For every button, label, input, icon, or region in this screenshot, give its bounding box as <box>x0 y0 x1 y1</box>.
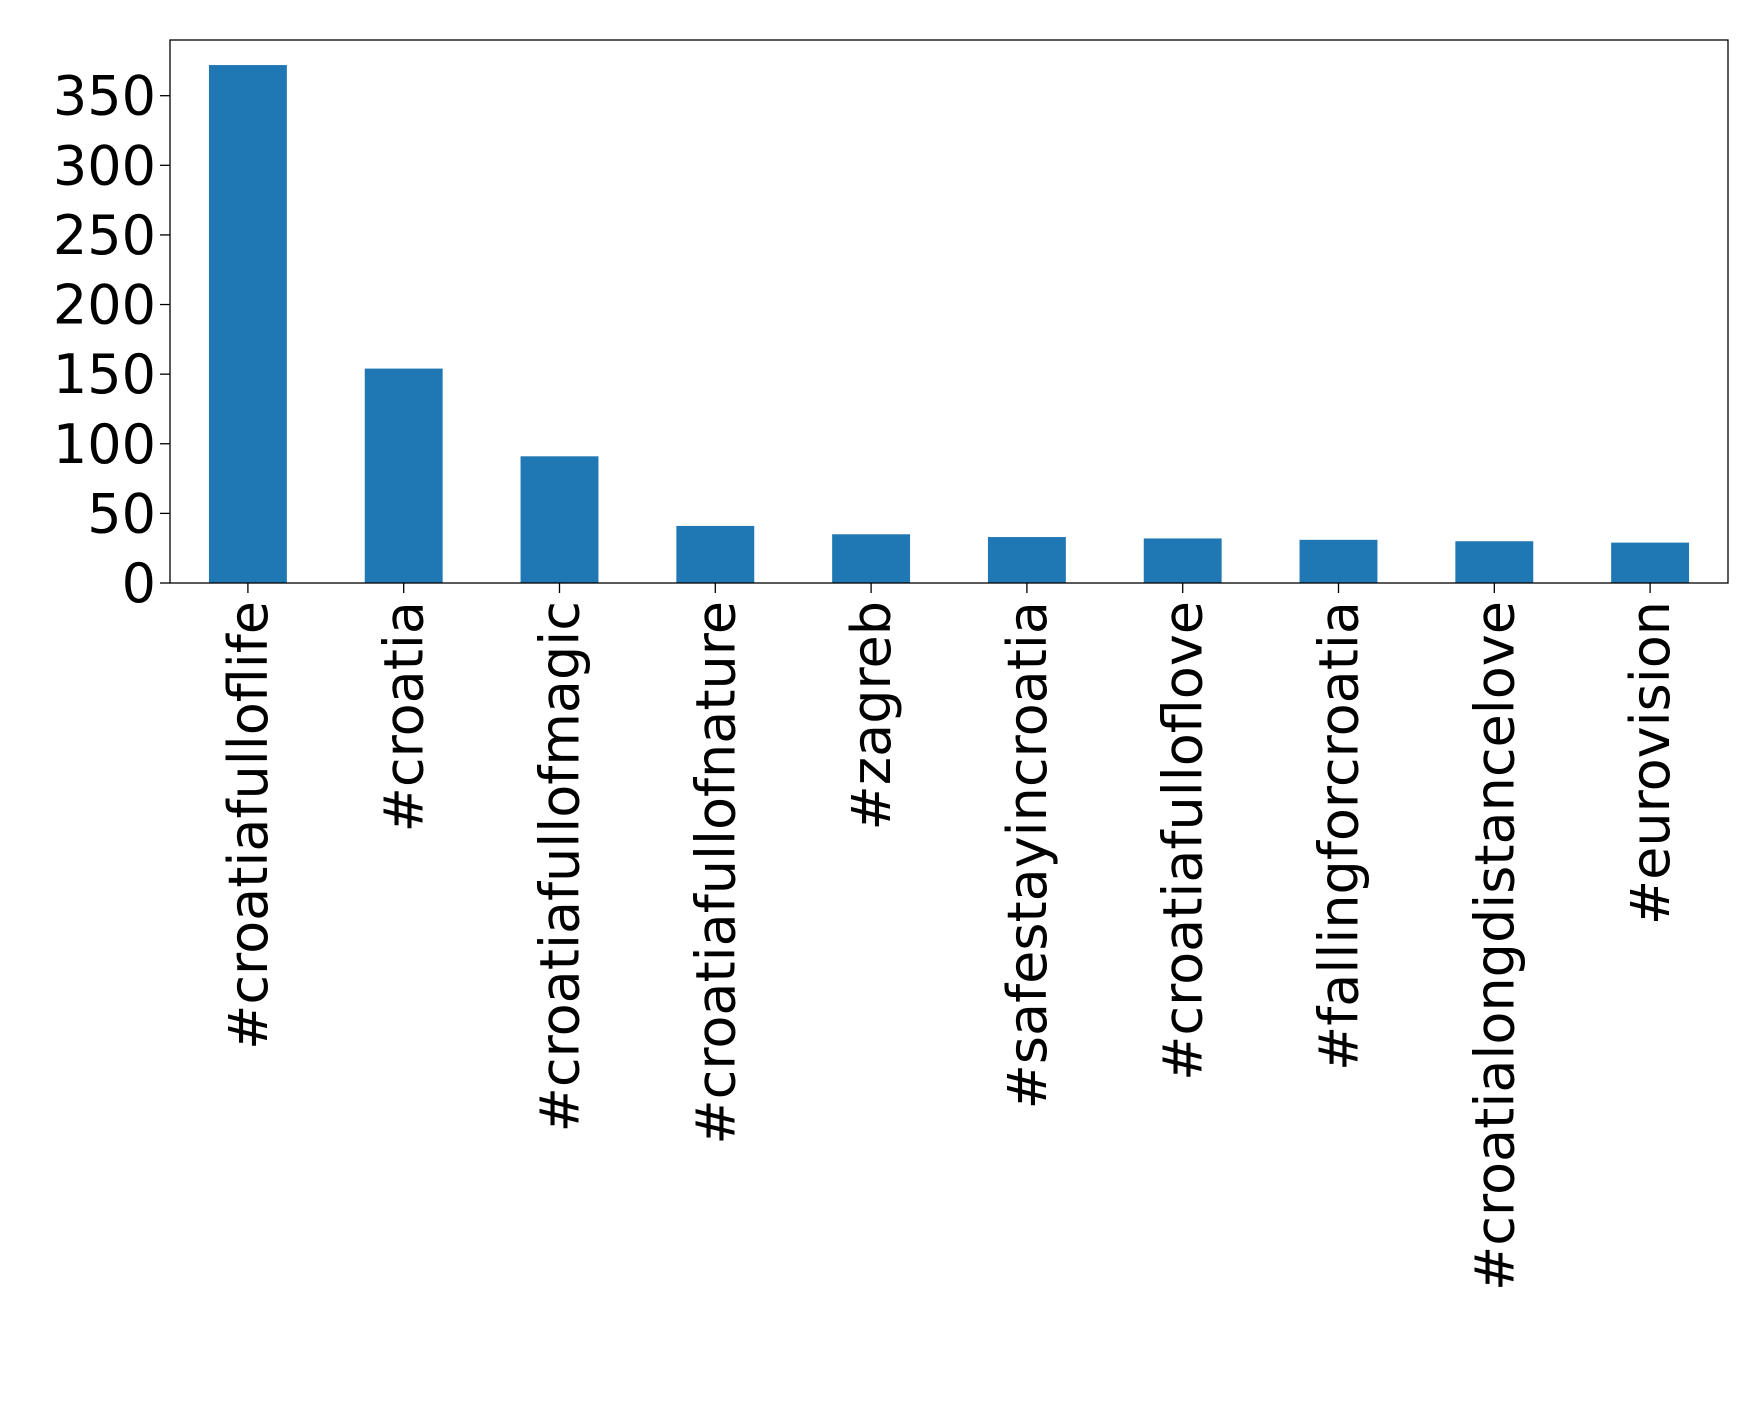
x-tick-label: #croatiafullofmagic <box>529 601 592 1132</box>
bar-croatia <box>364 368 443 583</box>
bar-fallingforcroatia <box>1299 539 1378 583</box>
bar-safestayincroatia <box>987 537 1066 583</box>
x-tick-label: #croatiafullofnature <box>684 601 747 1145</box>
x-tick-label: #croatiafulloflife <box>217 601 280 1050</box>
bar-croatiafullofnature <box>676 525 755 583</box>
bar-zagreb <box>832 534 911 583</box>
y-tick-label: 50 <box>87 482 156 545</box>
x-tick-label: #fallingforcroatia <box>1308 601 1371 1071</box>
y-tick-label: 200 <box>53 274 156 337</box>
x-tick-label: #croatialongdistancelove <box>1463 601 1526 1291</box>
bar-croatialongdistancelove <box>1455 541 1534 583</box>
x-axis: #croatiafulloflife #croatia #croatiafullof… <box>217 583 1682 1291</box>
x-tick-label: #safestayincroatia <box>996 601 1059 1109</box>
y-tick-label: 150 <box>53 343 156 406</box>
x-tick-label: #croatiafulloflove <box>1152 601 1215 1081</box>
y-tick-label: 250 <box>53 204 156 267</box>
y-tick-label: 350 <box>53 65 156 128</box>
bars-group <box>208 65 1690 584</box>
y-tick-label: 0 <box>122 552 156 615</box>
y-tick-label: 300 <box>53 134 156 197</box>
bar-croatiafulloflife <box>208 65 287 584</box>
x-tick-label: #eurovision <box>1619 601 1682 925</box>
bar-croatiafullofmagic <box>520 456 599 583</box>
bar-croatiafulloflove <box>1143 538 1222 583</box>
y-tick-label: 100 <box>53 413 156 476</box>
bar-eurovision <box>1611 542 1690 583</box>
plot-frame <box>169 39 1729 584</box>
x-tick-label: #croatia <box>373 601 436 832</box>
x-tick-label: #zagreb <box>840 601 903 830</box>
